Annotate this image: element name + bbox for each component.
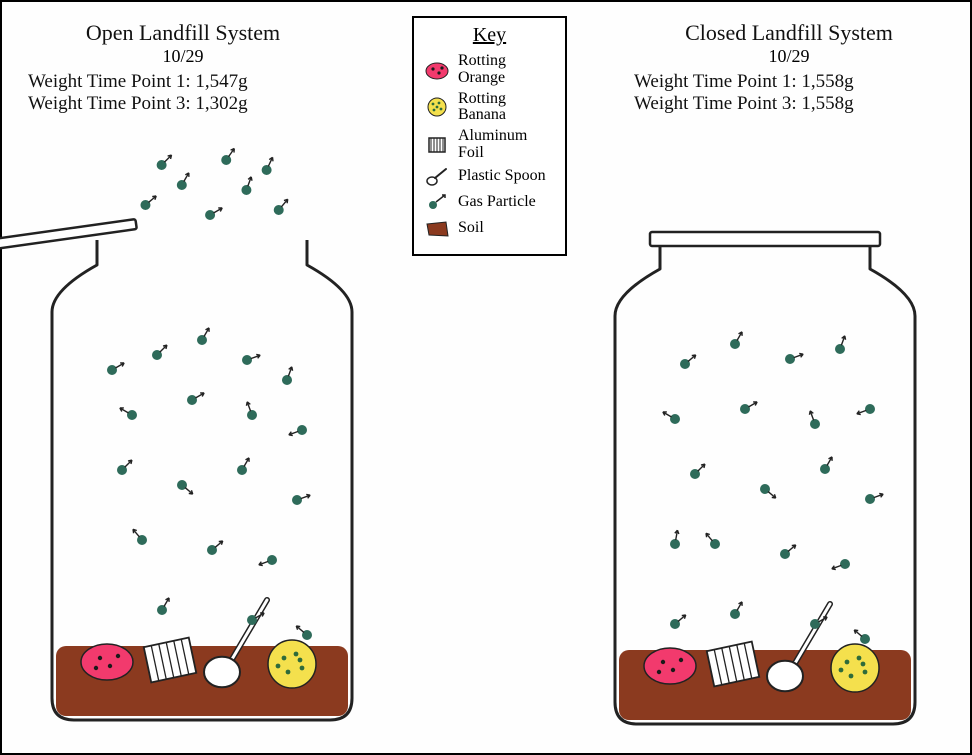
open-jar-svg (42, 140, 382, 730)
rotting-orange-icon (424, 59, 450, 81)
open-system-title: Open Landfill System (28, 20, 338, 46)
open-system-weights: Weight Time Point 1: 1,547g Weight Time … (28, 71, 338, 115)
closed-tp3-label: Weight Time Point 3: (634, 93, 797, 114)
legend-item-soil: Soil (424, 218, 555, 240)
closed-system-title: Closed Landfill System (634, 20, 944, 46)
open-jar (42, 140, 382, 735)
open-tp1-value: 1,547g (195, 71, 247, 92)
aluminum-foil-icon (424, 134, 450, 156)
gas-particle-icon (424, 192, 450, 214)
closed-system-header: Closed Landfill System 10/29 Weight Time… (634, 20, 944, 115)
legend-item-gas: Gas Particle (424, 192, 555, 214)
closed-jar (610, 230, 920, 735)
closed-system-weights: Weight Time Point 1: 1,558g Weight Time … (634, 71, 944, 115)
closed-tp1-label: Weight Time Point 1: (634, 71, 797, 92)
closed-tp3-value: 1,558g (801, 93, 853, 114)
soil-icon (424, 218, 450, 240)
diagram-page: Open Landfill System 10/29 Weight Time P… (0, 0, 972, 755)
closed-tp1-value: 1,558g (801, 71, 853, 92)
legend-item-orange: Rotting Orange (424, 53, 555, 87)
legend-box: Key Rotting Orange Rotting Banana Alumin… (412, 16, 567, 256)
legend-item-spoon: Plastic Spoon (424, 166, 555, 188)
legend-item-banana: Rotting Banana (424, 91, 555, 125)
open-system-date: 10/29 (28, 46, 338, 67)
closed-system-date: 10/29 (634, 46, 944, 67)
rotting-banana-icon (424, 96, 450, 118)
closed-jar-svg (610, 230, 920, 730)
legend-item-foil: Aluminum Foil (424, 128, 555, 162)
legend-title: Key (424, 24, 555, 47)
plastic-spoon-icon (424, 166, 450, 188)
open-tp3-label: Weight Time Point 3: (28, 93, 191, 114)
open-tp1-label: Weight Time Point 1: (28, 71, 191, 92)
open-tp3-value: 1,302g (195, 93, 247, 114)
open-system-header: Open Landfill System 10/29 Weight Time P… (28, 20, 338, 115)
